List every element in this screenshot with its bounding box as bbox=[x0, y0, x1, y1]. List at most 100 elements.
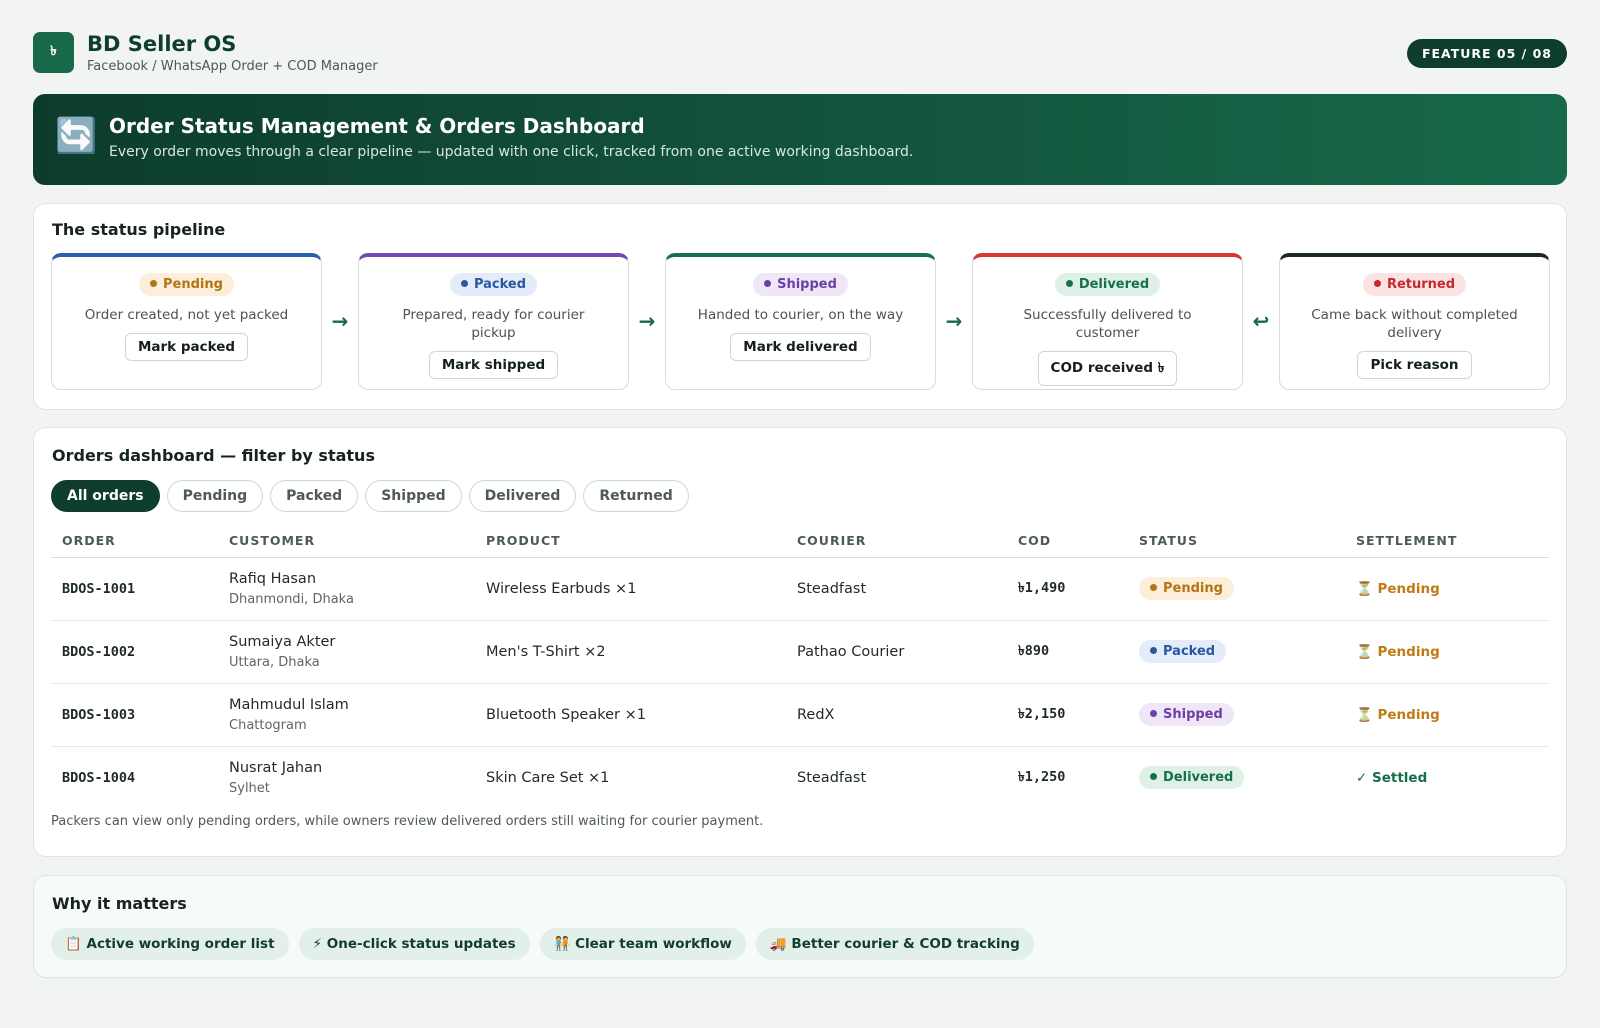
cell: ৳1,250 bbox=[1007, 746, 1128, 809]
status-pill: Pending bbox=[1139, 577, 1234, 600]
arrow: ↩ bbox=[1252, 309, 1270, 333]
filter-chip[interactable]: Packed bbox=[270, 480, 359, 512]
filter-chip[interactable]: Shipped bbox=[365, 480, 462, 512]
customer-location: Uttara, Dhaka bbox=[229, 654, 320, 670]
cell: Wireless Earbuds ×1 bbox=[475, 557, 786, 621]
product: Wireless Earbuds ×1 bbox=[486, 580, 637, 597]
column-header: PRODUCT bbox=[475, 524, 786, 558]
cod-amount: ৳890 bbox=[1018, 643, 1050, 659]
cell: Bluetooth Speaker ×1 bbox=[475, 683, 786, 747]
cell: Steadfast bbox=[786, 746, 1007, 809]
cell: Shipped bbox=[1128, 683, 1345, 747]
cod-amount: ৳2,150 bbox=[1018, 706, 1066, 722]
courier: RedX bbox=[797, 706, 835, 723]
order-row: BDOS-1004 Nusrat Jahan Sylhet Skin Care Set… bbox=[51, 746, 1549, 809]
cell: ৳890 bbox=[1007, 620, 1128, 684]
product: Bluetooth Speaker ×1 bbox=[486, 706, 646, 723]
cell: Pending bbox=[1128, 557, 1345, 621]
product: Men's T-Shirt ×2 bbox=[486, 643, 606, 660]
stage-card: Shipped Handed to courier, on the way Mark… bbox=[665, 253, 936, 390]
settlement: ✓ Settled bbox=[1356, 769, 1428, 786]
cell: Skin Care Set ×1 bbox=[475, 746, 786, 809]
cell: Packed bbox=[1128, 620, 1345, 684]
order-row: BDOS-1002 Sumaiya Akter Uttara, Dhaka Men's… bbox=[51, 620, 1549, 684]
product: Skin Care Set ×1 bbox=[486, 769, 610, 786]
stage-description: Order created, not yet packed bbox=[84, 307, 289, 323]
cell: Steadfast bbox=[786, 557, 1007, 621]
customer-name: Sumaiya Akter bbox=[229, 633, 336, 650]
benefits-card: Why it matters 📋 Active working order li… bbox=[33, 875, 1567, 978]
cell: Delivered bbox=[1128, 746, 1345, 809]
status-pill: Returned bbox=[1362, 273, 1467, 296]
arrow: → bbox=[331, 309, 349, 333]
status-pill: Delivered bbox=[1054, 273, 1161, 296]
benefit-chip: 🚚 Better courier & COD tracking bbox=[755, 928, 1034, 960]
benefit-list: 📋 Active working order list ⚡ One-click s… bbox=[51, 928, 1034, 960]
section-title: Orders dashboard — filter by status bbox=[52, 446, 375, 465]
filter-chip[interactable]: All orders bbox=[51, 480, 160, 512]
customer-name: Nusrat Jahan bbox=[229, 759, 323, 776]
courier: Steadfast bbox=[797, 769, 867, 786]
column-header: COD bbox=[1007, 524, 1128, 558]
stage-card: Packed Prepared, ready for courier pickup… bbox=[358, 253, 629, 390]
column-header: ORDER bbox=[51, 524, 218, 558]
stage-description: Successfully delivered to customer bbox=[1023, 307, 1192, 341]
order-id: BDOS-1003 bbox=[62, 706, 136, 723]
stage-card: Pending Order created, not yet packed Mark… bbox=[51, 253, 322, 390]
cod-amount: ৳1,490 bbox=[1018, 580, 1066, 596]
order-id: BDOS-1004 bbox=[62, 769, 136, 786]
pipeline-card: The status pipeline Pending Order created… bbox=[33, 203, 1567, 410]
cell: ৳2,150 bbox=[1007, 683, 1128, 747]
feature-badge: FEATURE 05 / 08 bbox=[1406, 39, 1567, 68]
customer-name: Mahmudul Islam bbox=[229, 696, 349, 713]
cell: ✓ Settled bbox=[1345, 746, 1549, 809]
benefit-chip: ⚡ One-click status updates bbox=[298, 928, 530, 960]
arrow: → bbox=[638, 309, 656, 333]
stage-card: Returned Came back without completed deli… bbox=[1279, 253, 1550, 390]
stage-description: Handed to courier, on the way bbox=[697, 307, 904, 323]
note: Packers can view only pending orders, wh… bbox=[51, 814, 764, 829]
filter-bar: All orders Pending Packed Shipped Delivered R… bbox=[51, 480, 689, 512]
status-pill: Packed bbox=[449, 273, 538, 296]
logo: ৳ bbox=[33, 32, 74, 73]
app-subtitle: Facebook / WhatsApp Order + COD Manager bbox=[87, 59, 378, 74]
status-pill: Shipped bbox=[753, 273, 848, 296]
filter-chip[interactable]: Returned bbox=[583, 480, 689, 512]
column-header: COURIER bbox=[786, 524, 1007, 558]
cod-amount: ৳1,250 bbox=[1018, 769, 1066, 786]
action-button[interactable]: COD received ৳ bbox=[1037, 351, 1178, 386]
banner: 🔄 Order Status Management & Orders Dashb… bbox=[33, 94, 1567, 185]
customer-location: Sylhet bbox=[229, 780, 270, 796]
column-header: CUSTOMER bbox=[218, 524, 475, 558]
banner-icon: 🔄 bbox=[55, 116, 98, 156]
cell: BDOS-1001 bbox=[51, 557, 218, 621]
action-button[interactable]: Mark delivered bbox=[730, 333, 871, 361]
arrow: → bbox=[945, 309, 963, 333]
action-button[interactable]: Mark shipped bbox=[428, 351, 559, 379]
filter-chip[interactable]: Delivered bbox=[468, 480, 577, 512]
cell: Pathao Courier bbox=[786, 620, 1007, 684]
header: ৳ BD Seller OS Facebook / WhatsApp Order… bbox=[33, 32, 1567, 74]
customer-location: Dhanmondi, Dhaka bbox=[229, 591, 354, 607]
stage-description: Came back without completed delivery bbox=[1311, 307, 1518, 341]
benefit-chip: 🧑‍🤝‍🧑 Clear team workflow bbox=[539, 928, 746, 960]
cell: Men's T-Shirt ×2 bbox=[475, 620, 786, 684]
action-button[interactable]: Pick reason bbox=[1357, 351, 1472, 379]
cell: Nusrat Jahan Sylhet bbox=[218, 746, 475, 809]
settlement: ⏳ Pending bbox=[1356, 643, 1440, 660]
filter-chip[interactable]: Pending bbox=[166, 480, 264, 512]
dashboard-card: Orders dashboard — filter by status All … bbox=[33, 427, 1567, 857]
courier: Pathao Courier bbox=[797, 643, 905, 660]
app-title: BD Seller OS bbox=[87, 32, 237, 56]
action-button[interactable]: Mark packed bbox=[124, 333, 249, 361]
cell: ⏳ Pending bbox=[1345, 683, 1549, 747]
cell: Rafiq Hasan Dhanmondi, Dhaka bbox=[218, 557, 475, 621]
header-row: ORDER CUSTOMER PRODUCT COURIER COD STATUS SETT… bbox=[51, 524, 1549, 558]
status-pill: Shipped bbox=[1139, 703, 1234, 726]
benefit-chip: 📋 Active working order list bbox=[51, 928, 289, 960]
customer-location: Chattogram bbox=[229, 717, 307, 733]
cell: BDOS-1004 bbox=[51, 746, 218, 809]
table-body: BDOS-1001 Rafiq Hasan Dhanmondi, Dhaka Wire… bbox=[51, 557, 1549, 809]
cell: Sumaiya Akter Uttara, Dhaka bbox=[218, 620, 475, 684]
